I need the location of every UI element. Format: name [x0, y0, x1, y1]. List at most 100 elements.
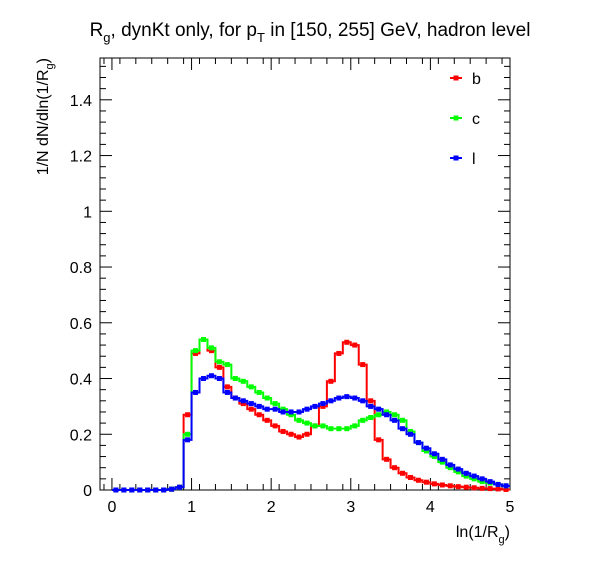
- data-point-b: [503, 486, 509, 492]
- data-point-b: [431, 481, 437, 487]
- data-point-l: [312, 403, 318, 409]
- data-point-l: [415, 440, 421, 446]
- data-point-c: [272, 401, 278, 407]
- data-point-c: [368, 415, 374, 421]
- legend-label: c: [472, 111, 480, 128]
- data-point-b: [447, 483, 453, 489]
- data-point-c: [447, 465, 453, 471]
- data-point-c: [400, 417, 406, 423]
- data-point-l: [248, 401, 254, 407]
- data-point-l: [304, 406, 310, 412]
- data-point-l: [169, 486, 175, 492]
- legend-label: l: [472, 151, 476, 168]
- data-point-l: [495, 481, 501, 487]
- data-point-c: [344, 426, 350, 432]
- data-point-c: [288, 412, 294, 418]
- data-point-l: [447, 462, 453, 468]
- data-point-c: [455, 469, 461, 475]
- data-point-c: [471, 476, 477, 482]
- data-point-c: [407, 428, 413, 434]
- xlabel-pre: ln(1/R: [456, 524, 499, 541]
- title-r: R: [90, 20, 104, 41]
- data-point-l: [503, 483, 509, 489]
- data-point-c: [360, 417, 366, 423]
- data-point-l: [129, 487, 135, 493]
- data-point-l: [153, 487, 159, 493]
- y-tick-labels: 0 0.2 0.4 0.6 0.8 1 1.2 1.4: [70, 93, 92, 500]
- data-point-b: [280, 428, 286, 434]
- series-c: [111, 336, 510, 493]
- data-point-l: [392, 417, 398, 423]
- data-point-b: [471, 485, 477, 491]
- data-point-l: [280, 409, 286, 415]
- data-point-l: [145, 487, 151, 493]
- data-point-b: [248, 406, 254, 412]
- y-tick-label: 1.2: [70, 149, 92, 166]
- data-point-b: [455, 484, 461, 490]
- x-tick-label: 1: [187, 499, 196, 516]
- data-point-b: [384, 456, 390, 462]
- data-point-b: [272, 423, 278, 429]
- title-middle: , dynKt only, for p: [111, 20, 257, 41]
- title-rest: in [150, 255] GeV, hadron level: [265, 20, 531, 41]
- data-point-c: [208, 345, 214, 351]
- data-point-c: [392, 412, 398, 418]
- ylabel-sub: g: [44, 63, 56, 69]
- data-point-l: [224, 389, 230, 395]
- data-point-l: [288, 409, 294, 415]
- data-point-b: [336, 350, 342, 356]
- data-point-c: [376, 412, 382, 418]
- data-point-c: [280, 406, 286, 412]
- data-point-c: [240, 378, 246, 384]
- y-tick-label: 0.8: [70, 260, 92, 277]
- data-point-c: [248, 384, 254, 390]
- data-point-l: [376, 406, 382, 412]
- data-point-l: [384, 412, 390, 418]
- data-point-l: [272, 406, 278, 412]
- ylabel-pre: 1/N dN/dln(1/R: [35, 69, 52, 175]
- y-tick-label: 0.4: [70, 372, 92, 389]
- series-line-c: [111, 338, 510, 491]
- data-point-c: [312, 423, 318, 429]
- title-g-sub: g: [103, 30, 110, 45]
- data-point-c: [216, 359, 222, 365]
- data-point-l: [200, 376, 206, 382]
- data-point-c: [256, 389, 262, 395]
- data-point-l: [193, 389, 199, 395]
- y-axis-label: 1/N dN/dln(1/Rg): [35, 58, 56, 175]
- data-point-c: [336, 426, 342, 432]
- legend: b c l: [450, 71, 481, 168]
- legend-item-c: c: [450, 111, 480, 128]
- data-point-l: [208, 373, 214, 379]
- data-point-l: [368, 403, 374, 409]
- legend-swatch-marker: [453, 155, 459, 161]
- x-tick-label: 2: [267, 499, 276, 516]
- data-point-l: [232, 395, 238, 401]
- data-point-l: [336, 395, 342, 401]
- data-point-b: [296, 434, 302, 440]
- data-point-c: [431, 454, 437, 460]
- y-tick-label: 0.2: [70, 427, 92, 444]
- data-point-b: [376, 437, 382, 443]
- data-point-l: [296, 409, 302, 415]
- data-point-b: [240, 401, 246, 407]
- xlabel-post: ): [505, 524, 510, 541]
- data-point-l: [328, 398, 334, 404]
- data-point-l: [240, 398, 246, 404]
- y-tick-label: 0: [83, 483, 92, 500]
- data-point-c: [352, 423, 358, 429]
- data-point-b: [264, 417, 270, 423]
- data-point-b: [224, 384, 230, 390]
- series-l: [111, 373, 510, 493]
- data-point-b: [463, 484, 469, 490]
- title-t-sub: T: [257, 30, 265, 45]
- data-point-l: [216, 376, 222, 382]
- data-point-b: [495, 486, 501, 492]
- data-point-c: [185, 431, 191, 437]
- data-point-l: [407, 431, 413, 437]
- data-point-l: [455, 466, 461, 472]
- data-point-c: [384, 409, 390, 415]
- data-point-l: [439, 456, 445, 462]
